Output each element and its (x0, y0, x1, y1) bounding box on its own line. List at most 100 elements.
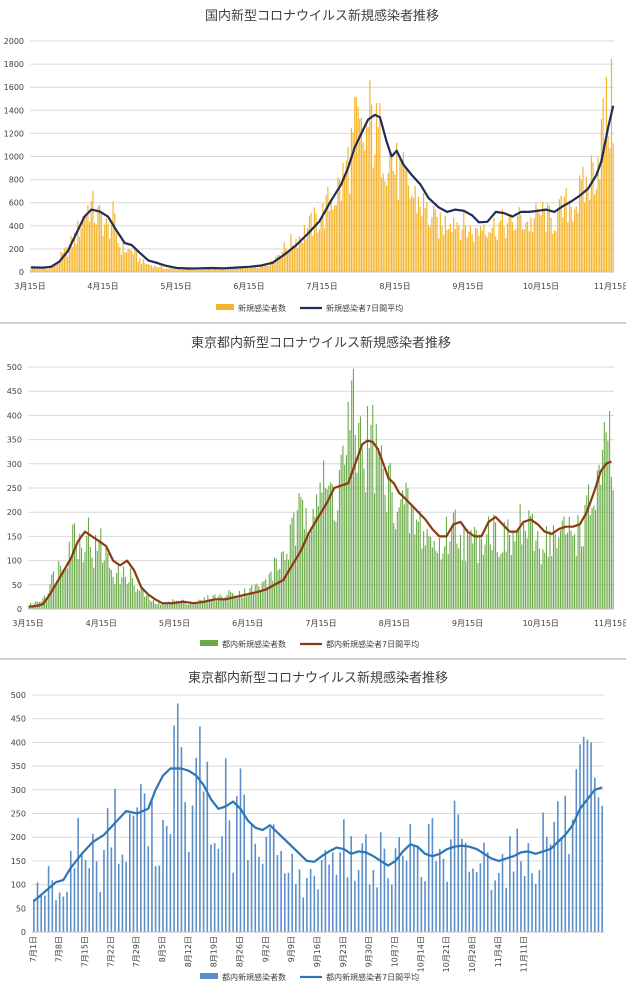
bar (331, 852, 334, 932)
bar (104, 224, 106, 272)
bar (324, 487, 326, 609)
bar (526, 538, 528, 609)
x-tick-label: 10月15日 (523, 282, 559, 291)
bar (403, 504, 405, 609)
y-tick-label: 100 (7, 557, 22, 566)
bar (443, 235, 445, 272)
bar (382, 173, 384, 272)
bar (433, 540, 435, 609)
bar (211, 269, 213, 272)
bar (380, 177, 383, 272)
bar (470, 530, 472, 609)
bar (520, 861, 522, 932)
bar (226, 594, 228, 609)
bar (88, 221, 91, 272)
bar (82, 562, 84, 609)
bar (375, 423, 377, 609)
bar (117, 564, 119, 609)
bar (218, 268, 220, 272)
average-line (33, 767, 603, 903)
bar (589, 199, 591, 272)
legend-label: 新規感染者7日間平均 (326, 303, 403, 313)
bar (161, 266, 163, 272)
bar (58, 261, 60, 272)
bar (312, 508, 314, 609)
bar (320, 860, 323, 932)
x-tick-label: 11月15日 (594, 282, 626, 291)
bar (440, 559, 442, 609)
bar (502, 552, 504, 609)
bar (360, 117, 363, 272)
bar (217, 596, 219, 609)
bar (454, 509, 456, 609)
bar (516, 215, 519, 272)
bar (231, 268, 233, 272)
bar (533, 218, 535, 272)
bar (223, 267, 225, 272)
bar (77, 220, 79, 272)
bar (590, 742, 592, 932)
bar (531, 513, 533, 609)
bar (491, 549, 493, 609)
x-tick-label: 3月15日 (12, 619, 43, 628)
y-tick-label: 100 (11, 881, 26, 890)
bar (84, 551, 86, 609)
bar (435, 550, 437, 609)
bar (398, 837, 400, 932)
bar (421, 548, 423, 609)
bar (493, 514, 495, 609)
x-tick-label: 7月29日 (132, 936, 141, 967)
bar (213, 843, 216, 932)
bar (132, 815, 135, 932)
bar (119, 584, 121, 609)
bar (191, 269, 193, 272)
bar (562, 217, 564, 272)
bar (251, 265, 253, 272)
bar (401, 162, 403, 272)
bar (236, 796, 238, 932)
bar (298, 493, 300, 609)
bar (130, 568, 132, 609)
bar (464, 225, 467, 272)
bar (167, 268, 170, 272)
bar (109, 238, 111, 272)
bar (242, 597, 244, 609)
bar (317, 506, 319, 609)
bar (578, 175, 581, 272)
bar (175, 600, 177, 609)
bar (287, 872, 290, 932)
bar (196, 601, 198, 609)
bar (177, 269, 180, 272)
bar (152, 267, 154, 272)
bar (352, 132, 354, 272)
x-tick-label: 9月16日 (313, 936, 322, 967)
bar (283, 242, 285, 272)
bar (330, 200, 332, 272)
bar (477, 562, 479, 609)
bar (154, 866, 157, 932)
chart-national: 国内新型コロナウイルス新規感染者推移 0 200 400 600 800 1000 1200 1… (4, 8, 626, 313)
bar (441, 226, 443, 272)
bar (479, 226, 482, 272)
bar (361, 843, 364, 932)
bar (516, 828, 519, 932)
bar (380, 445, 383, 609)
bar (114, 213, 116, 272)
bar (173, 725, 175, 932)
bar (552, 525, 555, 609)
x-tick-label: 10月7日 (390, 936, 399, 967)
bar (486, 534, 488, 609)
bar (309, 869, 312, 932)
bar (110, 847, 113, 932)
bar (66, 568, 69, 609)
bar (553, 230, 556, 272)
bar (326, 489, 328, 609)
bar (241, 266, 243, 272)
legend-label: 新規感染者数 (238, 303, 286, 313)
bar (142, 589, 144, 609)
bar (545, 526, 548, 609)
bar (486, 852, 489, 932)
x-tick-label: 8月26日 (236, 936, 245, 967)
bar (563, 196, 566, 272)
bar (558, 199, 561, 272)
